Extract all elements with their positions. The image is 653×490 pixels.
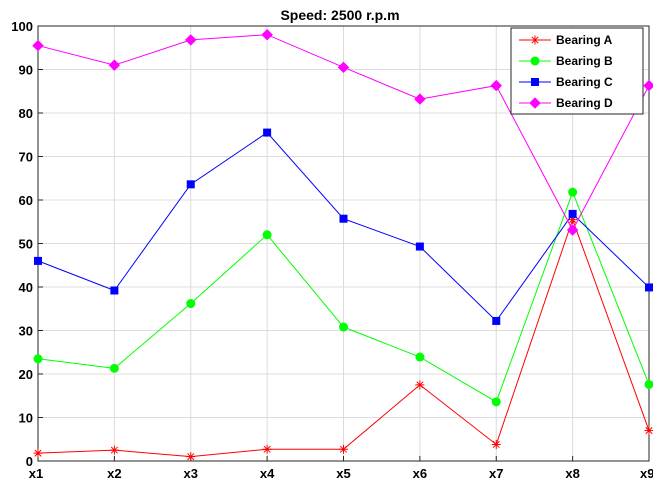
data-point-bearing-b <box>263 231 271 239</box>
data-point-bearing-b <box>569 188 577 196</box>
y-tick-label: 80 <box>19 106 33 121</box>
y-tick-label: 20 <box>19 367 33 382</box>
legend-marker-bearing-c <box>532 79 539 86</box>
data-point-bearing-a <box>492 440 501 449</box>
y-tick-label: 70 <box>19 150 33 165</box>
y-tick-label: 50 <box>19 237 33 252</box>
x-tick-label: x3 <box>184 466 198 481</box>
data-point-bearing-a <box>110 446 119 455</box>
legend-label: Bearing A <box>556 33 613 47</box>
data-point-bearing-c <box>264 129 271 136</box>
legend-marker-bearing-a <box>531 36 540 45</box>
x-tick-label: x1 <box>29 466 43 481</box>
y-tick-label: 100 <box>11 19 33 34</box>
x-tick-label: x5 <box>336 466 350 481</box>
chart-title: Speed: 2500 r.p.m <box>280 7 399 23</box>
legend: Bearing A Bearing B Bearing C Bearing D <box>511 28 643 114</box>
data-point-bearing-b <box>416 353 424 361</box>
data-point-bearing-c <box>416 243 423 250</box>
data-point-bearing-b <box>110 364 118 372</box>
data-point-bearing-c <box>493 317 500 324</box>
x-tick-label: x9 <box>640 466 653 481</box>
data-point-bearing-c <box>35 257 42 264</box>
data-point-bearing-a <box>34 449 43 458</box>
legend-label: Bearing C <box>556 75 613 89</box>
x-tick-label: x7 <box>489 466 503 481</box>
data-point-bearing-a <box>415 380 424 389</box>
data-point-bearing-c <box>187 181 194 188</box>
data-point-bearing-a <box>645 426 653 435</box>
data-point-bearing-b <box>645 380 653 388</box>
x-tick-label: x2 <box>107 466 121 481</box>
data-point-bearing-b <box>34 355 42 363</box>
data-point-bearing-c <box>340 215 347 222</box>
legend-label: Bearing B <box>556 54 613 68</box>
x-tick-label: x8 <box>565 466 579 481</box>
data-point-bearing-c <box>569 210 576 217</box>
y-tick-label: 60 <box>19 193 33 208</box>
data-point-bearing-c <box>111 287 118 294</box>
data-point-bearing-b <box>492 398 500 406</box>
data-point-bearing-c <box>646 284 653 291</box>
data-point-bearing-a <box>186 452 195 461</box>
y-tick-label: 10 <box>19 411 33 426</box>
x-tick-label: x6 <box>413 466 427 481</box>
y-tick-label: 90 <box>19 63 33 78</box>
legend-label: Bearing D <box>556 96 613 110</box>
legend-marker-bearing-b <box>531 57 539 65</box>
data-point-bearing-b <box>187 300 195 308</box>
data-point-bearing-b <box>340 323 348 331</box>
y-tick-label: 30 <box>19 324 33 339</box>
y-tick-label: 40 <box>19 280 33 295</box>
data-point-bearing-a <box>339 445 348 454</box>
x-tick-label: x4 <box>260 466 275 481</box>
data-point-bearing-a <box>263 445 272 454</box>
